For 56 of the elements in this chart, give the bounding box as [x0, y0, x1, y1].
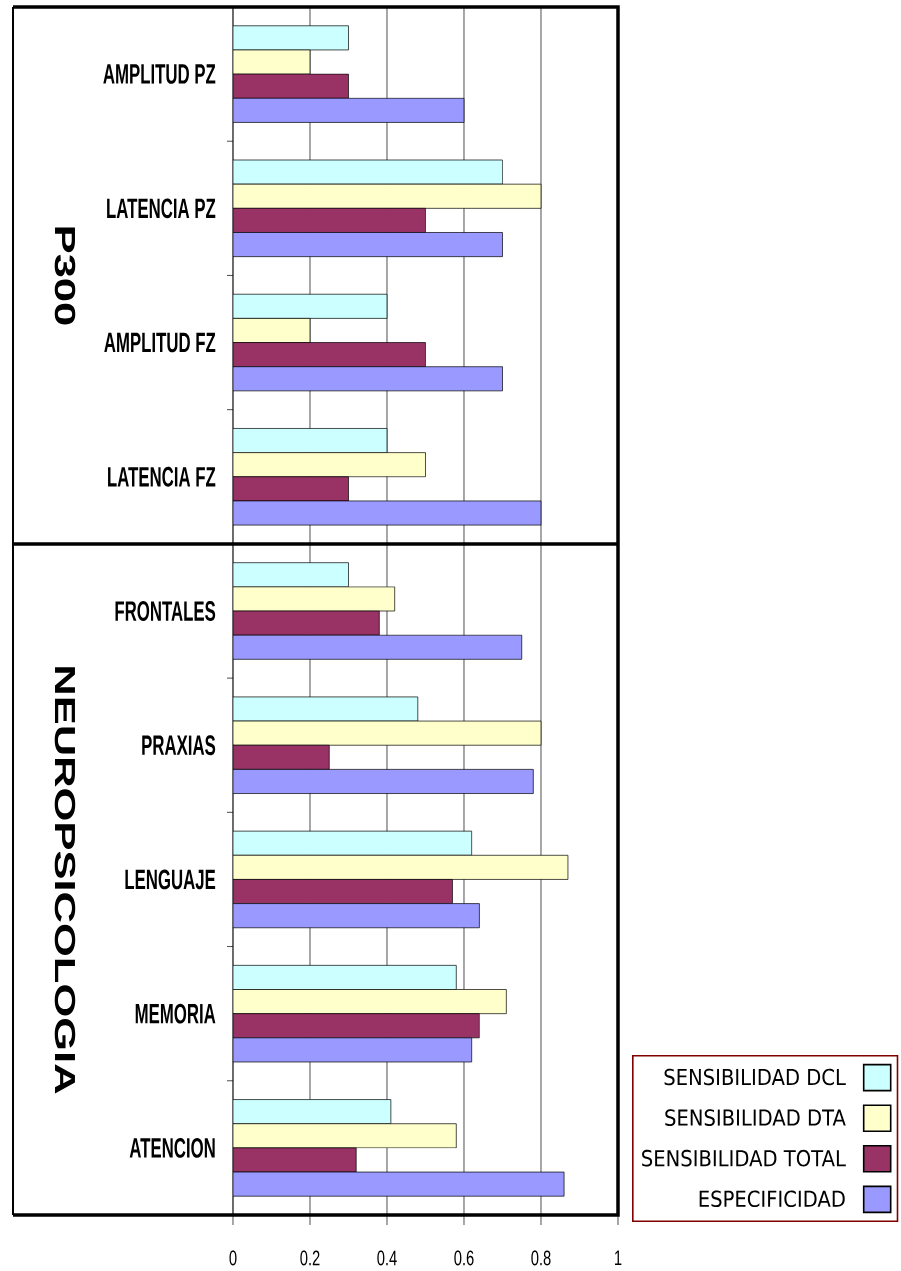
bar: [233, 293, 388, 319]
bar: [233, 610, 380, 636]
x-tick-label: 0.8: [531, 1250, 551, 1266]
y-tick-label: AMPLITUD PZ: [103, 64, 216, 84]
y-tick-label: LATENCIA PZ: [107, 198, 216, 219]
x-tick-label: 0.4: [377, 1250, 397, 1266]
bar: [233, 342, 426, 368]
bar: [233, 769, 534, 794]
bar: [233, 696, 419, 722]
bar: [233, 744, 330, 770]
y-tick-label: LENGUAJE: [125, 869, 216, 890]
y-tick-label: MEMORIA: [135, 1003, 216, 1024]
bar: [233, 318, 311, 343]
bar: [233, 476, 349, 502]
bar: [233, 452, 426, 478]
x-tick-label: 1: [615, 1250, 622, 1265]
bar: [233, 207, 426, 233]
x-tick-label: 0.6: [454, 1250, 474, 1266]
bar: [233, 183, 542, 209]
bar: [233, 720, 542, 746]
bar: [233, 159, 503, 185]
y-tick-label: PRAXIAS: [142, 735, 216, 756]
y-tick-label: AMPLITUD FZ: [104, 332, 216, 353]
bar: [233, 989, 507, 1015]
x-tick-label: 0: [229, 1250, 237, 1266]
y-tick-label: ATENCION: [129, 1137, 215, 1158]
bar: [233, 232, 503, 257]
legend-label: SENSIBILIDAD DTA: [665, 1109, 846, 1126]
bar: [233, 965, 457, 990]
bar: [233, 25, 349, 51]
bar: [233, 903, 480, 929]
bar: [233, 854, 569, 880]
y-tick-label: FRONTALES: [115, 601, 216, 621]
bar: [233, 830, 473, 856]
bar: [233, 366, 503, 392]
bar: [233, 97, 465, 123]
bar: [233, 634, 523, 660]
bar: [233, 562, 349, 588]
bar: [233, 428, 388, 453]
bar: [233, 500, 542, 526]
legend-label: SENSIBILIDAD TOTAL: [642, 1149, 846, 1167]
bar: [233, 1037, 473, 1063]
legend-label: ESPECIFICIDAD: [699, 1190, 845, 1208]
bar: [233, 1123, 457, 1149]
bar: [233, 1013, 480, 1039]
y-axis-title: P300: [54, 227, 76, 325]
bar: [233, 1147, 357, 1173]
bar: [233, 586, 396, 612]
bar: [233, 73, 349, 99]
legend-label: SENSIBILIDAD DCL: [664, 1068, 846, 1086]
bar: [233, 1099, 392, 1125]
y-tick-label: LATENCIA FZ: [108, 466, 216, 487]
bar: [233, 1171, 565, 1197]
bar: [233, 879, 453, 904]
x-tick-label: 0.2: [300, 1250, 320, 1266]
y-axis-title: NEUROPSICOLOGIA: [54, 667, 76, 1094]
